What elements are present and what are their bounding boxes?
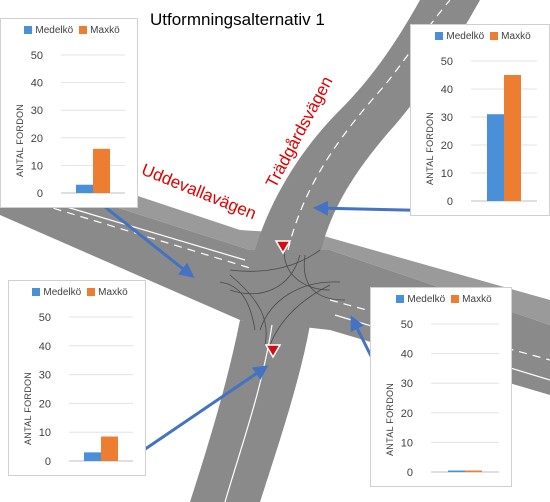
legend-label: Maxkö — [90, 25, 120, 36]
page-title: Utformningsalternativ 1 — [150, 10, 325, 29]
bar-medelko — [84, 452, 101, 461]
arrow-top-left — [99, 201, 195, 278]
legend-swatch — [79, 26, 88, 35]
legend-swatch — [87, 288, 96, 297]
bar-chart: 0 10 20 30 40 50 — [441, 56, 537, 208]
bar-chart: 0 10 20 30 40 50 — [401, 319, 499, 479]
chart-legend: Medelkö Maxkö — [411, 31, 549, 42]
y-tick-label: 30 — [441, 112, 453, 124]
south-leg-road — [190, 320, 310, 502]
y-tick-label: 0 — [37, 188, 43, 200]
y-tick-label: 50 — [31, 50, 43, 62]
y-axis-label: ANTAL FORDON — [425, 111, 435, 185]
y-tick-label: 10 — [31, 160, 43, 172]
y-tick-label: 10 — [401, 437, 413, 449]
y-tick-label: 30 — [401, 378, 413, 390]
bar-maxko — [504, 75, 521, 201]
chart-panel-bottom-right: 0 10 20 30 40 50 Medelkö Maxkö ANTAL FORDON — [370, 287, 512, 487]
y-tick-label: 20 — [441, 140, 453, 152]
chart-panel-bottom-left: 0 10 20 30 40 50 Medelkö Maxkö ANTAL FORDON — [8, 280, 146, 476]
chart-legend: Medelkö Maxkö — [1, 25, 137, 36]
legend-swatch — [451, 295, 460, 304]
arrow-bottom-left — [131, 365, 269, 460]
yield-sign-south — [264, 344, 282, 359]
legend-label: Medelkö — [35, 25, 74, 36]
y-axis-label: ANTAL FORDON — [385, 382, 395, 456]
bar-medelko — [448, 470, 465, 472]
legend-label: Maxkö — [501, 31, 531, 42]
legend-swatch — [435, 32, 444, 41]
legend-label: Maxkö — [462, 294, 492, 305]
bar-maxko — [465, 470, 482, 472]
chart-panel-top-left: 0 10 20 30 40 50 Medelkö Maxkö ANTAL FORDON — [0, 18, 138, 208]
y-tick-label: 20 — [401, 408, 413, 420]
y-tick-label: 40 — [39, 341, 51, 353]
legend-label: Maxkö — [98, 287, 128, 298]
bar-maxko — [93, 148, 110, 193]
bar-medelko — [487, 114, 504, 201]
y-axis-label: ANTAL FORDON — [23, 371, 33, 445]
bar-medelko — [76, 184, 93, 193]
legend-label: Medelkö — [446, 31, 485, 42]
y-tick-label: 40 — [31, 78, 43, 90]
y-axis-label: ANTAL FORDON — [15, 103, 25, 177]
legend-label: Medelkö — [43, 287, 82, 298]
bar-maxko — [101, 436, 118, 461]
yield-sign-north — [274, 240, 292, 255]
y-tick-label: 10 — [441, 168, 453, 180]
bar-chart: 0 10 20 30 40 50 — [39, 312, 133, 468]
y-tick-label: 30 — [31, 105, 43, 117]
y-tick-label: 0 — [407, 467, 413, 479]
legend-swatch — [24, 26, 33, 35]
legend-label: Medelkö — [407, 294, 446, 305]
y-tick-label: 40 — [401, 349, 413, 361]
y-tick-label: 0 — [45, 456, 51, 468]
legend-swatch — [32, 288, 41, 297]
y-tick-label: 50 — [401, 319, 413, 331]
chart-legend: Medelkö Maxkö — [9, 287, 145, 298]
bar-chart: 0 10 20 30 40 50 — [31, 50, 125, 200]
y-tick-label: 30 — [39, 370, 51, 382]
y-tick-label: 10 — [39, 427, 51, 439]
y-tick-label: 20 — [39, 398, 51, 410]
chart-legend: Medelkö Maxkö — [371, 294, 511, 305]
legend-swatch — [396, 295, 405, 304]
y-tick-label: 0 — [447, 196, 453, 208]
y-tick-label: 40 — [441, 84, 453, 96]
y-tick-label: 50 — [441, 56, 453, 68]
legend-swatch — [490, 32, 499, 41]
chart-panel-top-right: 0 10 20 30 40 50 Medelkö Maxkö ANTAL FORDON — [410, 24, 550, 216]
y-tick-label: 20 — [31, 133, 43, 145]
y-tick-label: 50 — [39, 312, 51, 324]
